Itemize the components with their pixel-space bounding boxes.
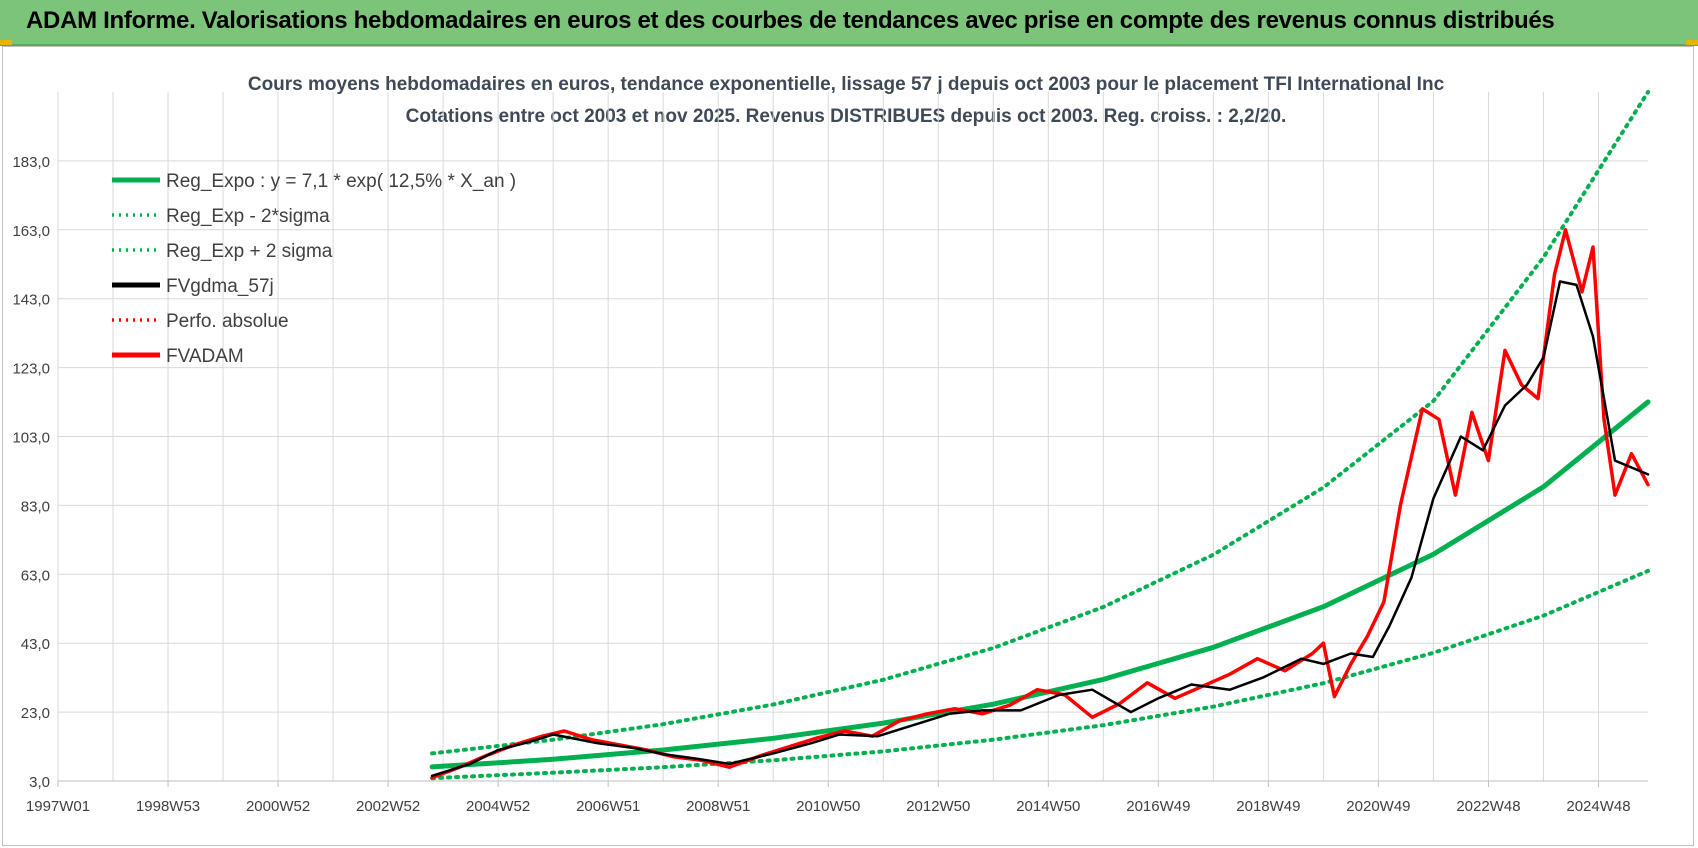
x-tick-label: 2012W50 (906, 798, 970, 815)
corner-marker-left (0, 40, 12, 45)
report-header: ADAM Informe. Valorisations hebdomadaire… (0, 0, 1698, 46)
x-tick-label: 2018W49 (1236, 798, 1300, 815)
chart-title-line1: Cours moyens hebdomadaires en euros, ten… (248, 74, 1445, 95)
legend-label: Reg_Exp - 2*sigma (166, 206, 330, 227)
legend: Reg_Expo : y = 7,1 * exp( 12,5% * X_an )… (112, 171, 516, 367)
x-tick-label: 2016W49 (1126, 798, 1190, 815)
x-tick-label: 2002W52 (356, 798, 420, 815)
y-tick-label: 103,0 (12, 430, 50, 447)
y-tick-label: 143,0 (12, 292, 50, 309)
y-tick-label: 23,0 (21, 705, 50, 722)
y-tick-label: 3,0 (29, 774, 50, 791)
x-tick-label: 2024W48 (1566, 798, 1630, 815)
x-tick-label: 2014W50 (1016, 798, 1080, 815)
legend-label: FVADAM (166, 346, 244, 367)
series-lines (429, 90, 1651, 781)
x-tick-label: 2000W52 (246, 798, 310, 815)
corner-marker-right (1686, 40, 1698, 45)
chart-title-line2: Cotations entre oct 2003 et nov 2025. Re… (406, 106, 1287, 127)
gridlines (57, 92, 1648, 782)
y-tick-label: 83,0 (21, 498, 50, 515)
y-tick-label: 163,0 (12, 223, 50, 240)
y-tick-label: 43,0 (21, 636, 50, 653)
y-tick-label: 183,0 (12, 154, 50, 171)
x-tick-label: 2006W51 (576, 798, 640, 815)
x-axis: 1997W01 1998W53 2000W52 2002W52 2004W52 2006W… (26, 781, 1631, 815)
y-tick-label: 123,0 (12, 361, 50, 378)
x-tick-label: 2020W49 (1346, 798, 1410, 815)
x-tick-label: 1997W01 (26, 798, 90, 815)
series-line-reg-exp-2-sigma (430, 90, 1650, 756)
series-line-fvgdma-57j (430, 280, 1650, 778)
series-line-fvadam (430, 228, 1650, 780)
x-tick-label: 2004W52 (466, 798, 530, 815)
y-tick-label: 63,0 (21, 567, 50, 584)
legend-label: Reg_Exp + 2 sigma (166, 241, 333, 262)
x-tick-label: 2022W48 (1456, 798, 1520, 815)
x-tick-label: 2010W50 (796, 798, 860, 815)
chart-frame (2, 46, 1694, 846)
report-title: ADAM Informe. Valorisations hebdomadaire… (26, 7, 1555, 34)
legend-label: Reg_Expo : y = 7,1 * exp( 12,5% * X_an ) (166, 171, 516, 192)
x-tick-label: 2008W51 (686, 798, 750, 815)
x-tick-label: 1998W53 (136, 798, 200, 815)
legend-label: Perfo. absolue (166, 311, 289, 332)
series-line-reg-exp-2-sigma (430, 568, 1650, 781)
legend-label: FVgdma_57j (166, 276, 274, 297)
y-axis: 183,0 163,0 143,0 123,0 103,0 83,0 63,0 43,0 23,… (12, 154, 50, 791)
